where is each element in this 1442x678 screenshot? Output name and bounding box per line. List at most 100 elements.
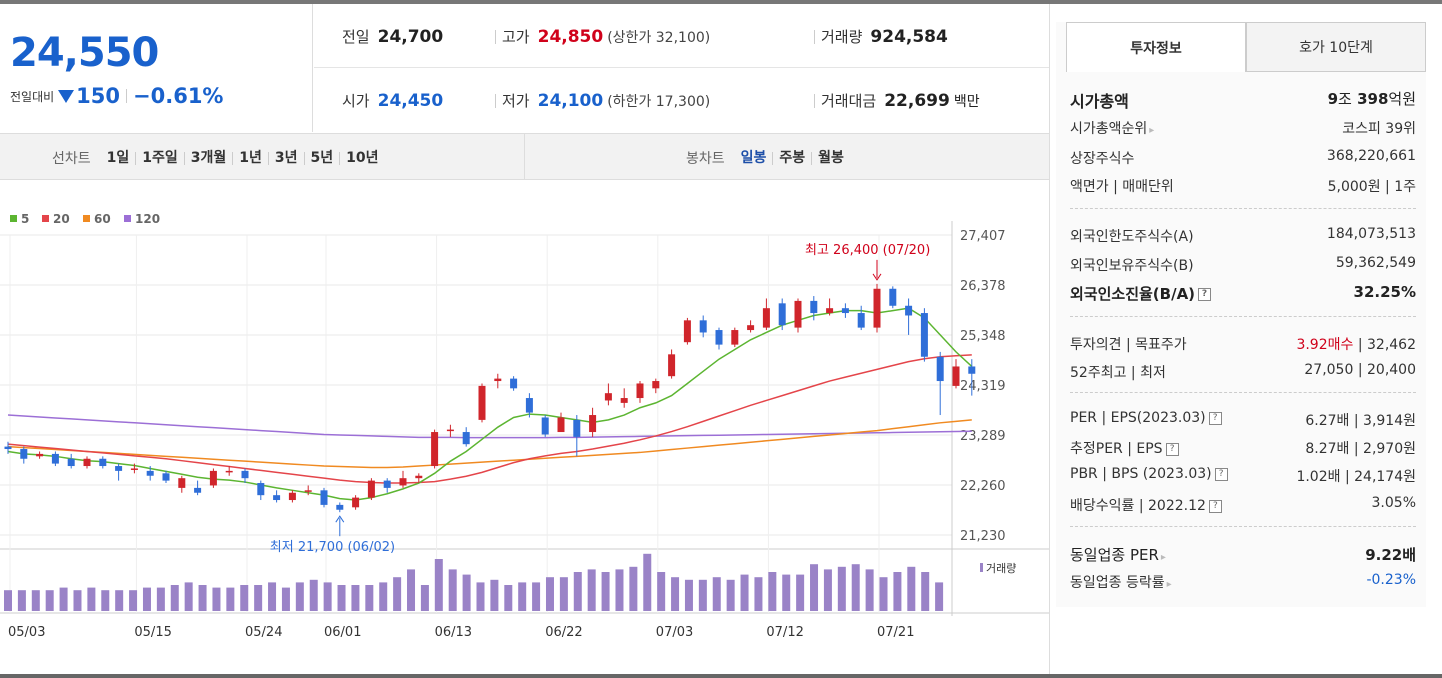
volume-value: 924,584 [870, 27, 948, 47]
divider [1070, 316, 1416, 317]
sector-rate-label[interactable]: 동일업종 등락률 [1070, 575, 1165, 591]
candle-body [841, 308, 849, 314]
candle-body [699, 320, 707, 333]
candle-daily[interactable]: 일봉 [740, 149, 767, 166]
candle-body [557, 417, 565, 433]
low: 저가 24,100 (하한가 17,300) [495, 90, 710, 111]
help-icon[interactable]: ? [1208, 499, 1222, 513]
candle-monthly[interactable]: 월봉 [811, 151, 850, 165]
volume-bar [31, 590, 40, 611]
divider [1070, 392, 1416, 393]
volume-bar [448, 569, 457, 611]
volume-bar [351, 585, 360, 611]
volume-legend-swatch [980, 563, 983, 572]
period-5y[interactable]: 5년 [303, 151, 340, 165]
per: 6.27배 [1305, 413, 1350, 429]
line-chart-periods: 선차트 1일 1주일 3개월 1년 3년 5년 10년 [52, 148, 385, 168]
candle-body [604, 393, 612, 401]
candle-body [510, 378, 518, 389]
legend-label: 120 [135, 212, 160, 226]
y-tick-label: 27,407 [960, 229, 1006, 244]
week52-high: 27,050 [1304, 362, 1354, 378]
dividend: 3.05% [1371, 495, 1416, 511]
volume-bar [184, 582, 193, 611]
foreign-limit-row: 외국인한도주식수(A) 184,073,513 [1070, 226, 1416, 246]
volume: 거래량 924,584 [814, 26, 948, 47]
volume-bar [740, 574, 749, 611]
opinion-row: 투자의견 | 목표주가 3.92매수 | 32,462 [1070, 334, 1416, 354]
candlestick-chart-svg[interactable]: 27,407 26,378 25,348 24,319 23,289 22,260 21,2… [0, 181, 1049, 674]
tab-investment-info[interactable]: 투자정보 [1066, 22, 1246, 72]
listed-shares-label: 상장주식수 [1070, 151, 1135, 167]
volume-bar [240, 585, 249, 611]
trade-value-label: 거래대금 [821, 92, 877, 110]
help-icon[interactable]: ? [1208, 411, 1222, 425]
bottom-border [0, 674, 1442, 678]
volume-bar [407, 569, 416, 611]
volume-bar [45, 590, 54, 611]
legend-swatch [42, 215, 49, 222]
top-border [0, 0, 1442, 4]
high-value: 24,850 [537, 27, 604, 47]
candle-body [968, 366, 976, 374]
trade-value-unit: 백만 [953, 94, 980, 110]
candle-body [20, 449, 28, 459]
price-summary: 24,550 전일대비 150 −0.61% [0, 4, 313, 132]
help-icon[interactable]: ? [1214, 467, 1228, 481]
chart-period-bar: 선차트 1일 1주일 3개월 1년 3년 5년 10년 봉차트 일봉 주봉 월봉 [0, 133, 1049, 180]
x-tick-label: 05/15 [134, 625, 171, 640]
volume-bar [17, 590, 26, 611]
volume-label: 거래량 [821, 28, 863, 46]
period-3m[interactable]: 3개월 [183, 151, 233, 165]
volume-bar [907, 566, 916, 611]
change-amount: 150 [76, 84, 121, 108]
candle-body [67, 458, 75, 467]
candle-body [589, 415, 597, 433]
x-tick-label: 05/03 [8, 625, 45, 640]
market-cap-eok: 398 [1357, 90, 1389, 108]
period-1w[interactable]: 1주일 [135, 151, 184, 165]
volume-bar [462, 574, 471, 611]
week52-low: 20,400 [1367, 362, 1416, 378]
candle-body [162, 473, 170, 481]
volume-bar [615, 569, 624, 611]
y-tick-label: 22,260 [960, 479, 1006, 494]
volume-bar [115, 590, 124, 611]
sector-per-label[interactable]: 동일업종 PER [1070, 546, 1159, 564]
market-cap-rank-label[interactable]: 시가총액순위 [1070, 121, 1148, 137]
opinion-label: 투자의견 | 목표주가 [1070, 337, 1187, 353]
volume-bar [684, 579, 693, 611]
pbr-row: PBR | BPS (2023.03)? 1.02배 | 24,174원 [1070, 466, 1416, 486]
low-label: 저가 [502, 92, 530, 110]
period-1d[interactable]: 1일 [106, 149, 130, 166]
volume-bar [212, 587, 221, 611]
tab-orderbook[interactable]: 호가 10단계 [1246, 22, 1426, 72]
help-icon[interactable]: ? [1165, 442, 1179, 456]
price-chart[interactable]: 27,407 26,378 25,348 24,319 23,289 22,260 21,2… [0, 181, 1049, 674]
y-tick-label: 21,230 [960, 529, 1006, 544]
y-tick-label: 25,348 [960, 329, 1006, 344]
candle-body [762, 308, 770, 328]
legend-label: 60 [94, 212, 111, 226]
foreign-hold-label: 외국인보유주식수(B) [1070, 258, 1194, 274]
volume-bar [309, 579, 318, 611]
candle-body [83, 458, 91, 467]
sector-per-row: 동일업종 PER ▸ 9.22배 [1070, 544, 1416, 565]
candle-body [383, 480, 391, 488]
period-1y[interactable]: 1년 [232, 151, 268, 165]
stats-row-1: 전일 24,700 고가 24,850 (상한가 32,100) 거래량 924… [314, 4, 1049, 68]
est-eps: 2,970원 [1363, 441, 1416, 457]
volume-bar [73, 590, 82, 611]
candle-body [304, 490, 312, 492]
help-icon[interactable]: ? [1198, 288, 1212, 301]
open-value: 24,450 [377, 91, 444, 111]
legend-swatch [83, 215, 90, 222]
period-10y[interactable]: 10년 [339, 151, 384, 165]
period-3y[interactable]: 3년 [267, 151, 304, 165]
ma120-line [7, 414, 972, 439]
market-cap-label: 시가총액 [1070, 92, 1129, 111]
candle-weekly[interactable]: 주봉 [772, 151, 811, 165]
est-per-label: 추정PER | EPS [1070, 441, 1163, 457]
volume-bar [657, 572, 666, 611]
foreign-limit: 184,073,513 [1326, 226, 1416, 242]
